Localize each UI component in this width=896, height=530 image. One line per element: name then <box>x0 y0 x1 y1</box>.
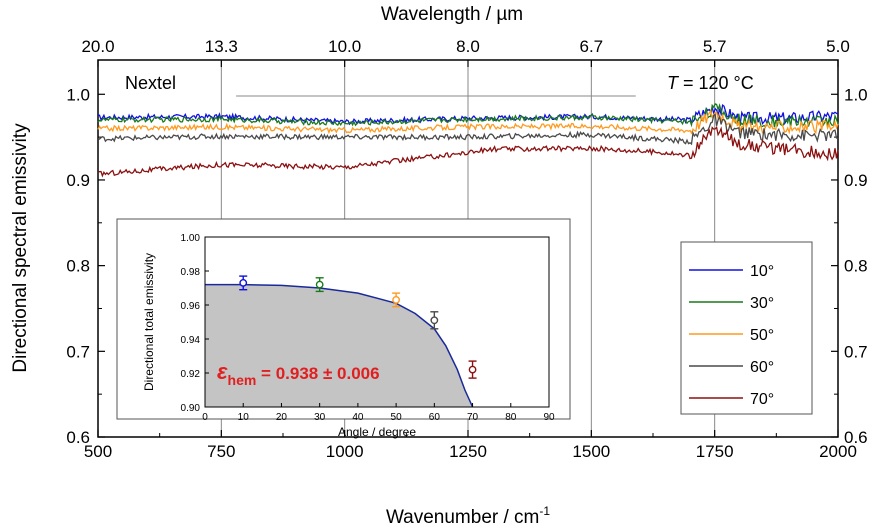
inset-x-axis-title: Angle / degree <box>338 425 416 439</box>
inset-x-tick-label-10: 10 <box>238 412 250 423</box>
inset-fill-area <box>205 283 474 408</box>
inset-point-1 <box>315 280 324 289</box>
top-tick-label-8.0: 8.0 <box>456 37 480 56</box>
top-tick-label-10.0: 10.0 <box>328 37 361 56</box>
inset-chart: 0 10 20 30 40 50 60 70 80 90 0.90 0.92 0.94 0.96 0.98 1… <box>116 218 571 439</box>
x-tick-label-2000: 2000 <box>819 442 857 461</box>
y-tick-label-right-0.8: 0.8 <box>844 257 868 276</box>
legend-label-0: 10° <box>750 263 774 280</box>
inset-fill-region <box>205 284 473 407</box>
inset-axis-ticks: 0 10 20 30 40 50 60 70 80 90 0.90 0.92 0.94 0.96 0.98 1… <box>181 233 555 423</box>
inset-x-tick-label-40: 40 <box>352 412 364 423</box>
top-tick-label-5.7: 5.7 <box>703 37 727 56</box>
inset-plot-frame <box>204 236 550 408</box>
legend-label-4: 70° <box>750 391 774 408</box>
hem-emissivity-label: εhem = 0.938 ± 0.006 <box>217 359 380 388</box>
inset-x-tick-label-60: 60 <box>429 412 441 423</box>
y-tick-label-left-0.8: 0.8 <box>66 257 90 276</box>
y-tick-label-left-0.9: 0.9 <box>66 171 90 190</box>
material-label: Nextel <box>125 73 176 93</box>
x-tick-label-750: 750 <box>207 442 235 461</box>
y-tick-label-left-1.0: 1.0 <box>66 85 90 104</box>
y-tick-label-right-0.7: 0.7 <box>844 342 868 361</box>
legend-label-3: 60° <box>750 359 774 376</box>
series-line-1 <box>97 103 839 129</box>
legend-label-2: 50° <box>750 327 774 344</box>
inset-x-tick-label-0: 0 <box>202 412 208 423</box>
y-axis-title: Directional spectral emissivity <box>10 123 31 373</box>
inset-data-points <box>239 275 477 379</box>
y-tick-label-right-0.6: 0.6 <box>844 428 868 447</box>
legend-box <box>680 241 813 415</box>
top-tick-label-13.3: 13.3 <box>205 37 238 56</box>
temperature-label: T = 120 °C <box>667 73 754 93</box>
inset-x-tick-label-50: 50 <box>391 412 403 423</box>
inset-y-tick-label-1.00: 1.00 <box>181 233 201 244</box>
inset-x-tick-label-80: 80 <box>505 412 517 423</box>
inset-y-tick-label-0.98: 0.98 <box>181 267 201 278</box>
inset-y-tick-label-0.92: 0.92 <box>181 369 201 380</box>
x-axis-bottom-title: Wavenumber / cm-1 <box>386 504 550 528</box>
inset-y-tick-label-0.90: 0.90 <box>181 403 201 414</box>
inset-point-4 <box>468 365 477 374</box>
x-tick-label-1750: 1750 <box>696 442 734 461</box>
inset-x-tick-label-70: 70 <box>467 412 479 423</box>
inset-x-tick-label-30: 30 <box>314 412 326 423</box>
inset-x-tick-label-90: 90 <box>543 412 555 423</box>
series-lines <box>97 103 839 178</box>
x-tick-label-500: 500 <box>84 442 112 461</box>
x-tick-label-1000: 1000 <box>326 442 364 461</box>
series-line-3 <box>97 113 839 146</box>
x-tick-label-1500: 1500 <box>572 442 610 461</box>
legend: 10° 30° 50° 60° 70° <box>680 241 813 415</box>
inset-point-2 <box>392 295 401 304</box>
inset-y-tick-label-0.96: 0.96 <box>181 301 201 312</box>
x-axis-top-title: Wavelength / µm <box>381 4 523 25</box>
y-tick-label-right-0.9: 0.9 <box>844 171 868 190</box>
y-tick-label-left-0.6: 0.6 <box>66 428 90 447</box>
inset-y-axis-title: Directional total emissivity <box>142 253 156 391</box>
inset-point-0 <box>239 278 248 287</box>
inset-fit-curve <box>205 283 474 408</box>
top-tick-label-6.7: 6.7 <box>580 37 604 56</box>
y-tick-label-right-1.0: 1.0 <box>844 85 868 104</box>
inset-point-3 <box>430 316 439 325</box>
x-tick-label-1250: 1250 <box>449 442 487 461</box>
inset-y-tick-label-0.94: 0.94 <box>181 335 201 346</box>
series-line-2 <box>97 109 839 135</box>
inset-x-tick-label-20: 20 <box>276 412 288 423</box>
y-tick-label-left-0.7: 0.7 <box>66 342 90 361</box>
top-tick-label-20.0: 20.0 <box>81 37 114 56</box>
legend-label-1: 30° <box>750 295 774 312</box>
series-line-4 <box>97 125 839 178</box>
top-tick-label-5.0: 5.0 <box>826 37 850 56</box>
